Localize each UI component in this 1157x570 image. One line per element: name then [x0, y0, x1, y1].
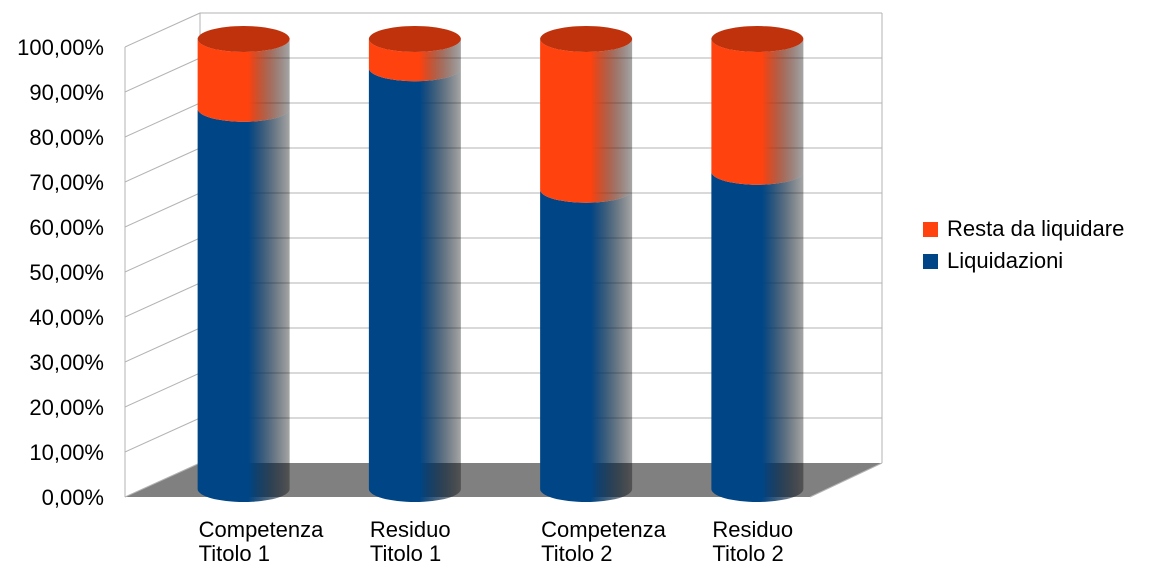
- x-tick-label: Residuo: [370, 517, 451, 542]
- gridline-wall: [124, 192, 201, 228]
- bar-2-liquidazioni: [540, 189, 633, 503]
- bar-cap-2: [540, 26, 633, 52]
- bar-2-resta-da-liquidare: [540, 39, 633, 203]
- gridline-wall: [124, 102, 201, 138]
- gridline-wall: [124, 417, 201, 453]
- bar-1-resta-da-liquidare: [368, 39, 461, 82]
- legend-swatch-resta: [923, 221, 938, 237]
- x-tick-label: Titolo 2: [541, 541, 612, 566]
- gridline-wall: [124, 282, 201, 318]
- y-tick-label: 50,00%: [29, 260, 104, 285]
- bar-cap-1: [368, 26, 461, 52]
- bar-3-resta-da-liquidare: [711, 39, 804, 185]
- gridline-wall: [124, 147, 201, 183]
- y-tick-label: 30,00%: [29, 350, 104, 375]
- gridline-wall: [124, 237, 201, 273]
- y-tick-label: 60,00%: [29, 215, 104, 240]
- x-tick-label: Residuo: [712, 517, 793, 542]
- y-tick-label: 90,00%: [29, 80, 104, 105]
- y-tick-label: 40,00%: [29, 305, 104, 330]
- bars-layer: [197, 26, 804, 503]
- bar-cap-0: [197, 26, 290, 52]
- x-tick-label: Titolo 1: [199, 541, 270, 566]
- gridline-wall: [124, 12, 201, 48]
- y-tick-label: 0,00%: [42, 485, 104, 510]
- chart-floor: [125, 463, 882, 497]
- bar-1-liquidazioni: [368, 68, 461, 503]
- floor-right-edge: [809, 462, 883, 498]
- gridline-wall: [124, 327, 201, 363]
- y-tick-label: 80,00%: [29, 125, 104, 150]
- gridline-wall: [124, 57, 201, 93]
- y-tick-label: 20,00%: [29, 395, 104, 420]
- legend-item-resta: Resta da liquidare: [923, 213, 1124, 245]
- legend-swatch-liquidazioni: [923, 253, 938, 269]
- bar-0-resta-da-liquidare: [197, 39, 290, 122]
- legend: Resta da liquidare Liquidazioni: [923, 213, 1124, 277]
- bar-0-liquidazioni: [197, 108, 290, 503]
- y-tick-label: 10,00%: [29, 440, 104, 465]
- x-tick-label: Titolo 1: [370, 541, 441, 566]
- bar-3-liquidazioni: [711, 171, 804, 503]
- y-tick-label: 70,00%: [29, 170, 104, 195]
- legend-label-liquidazioni: Liquidazioni: [947, 248, 1064, 273]
- x-tick-label: Competenza: [541, 517, 667, 542]
- x-tick-label: Titolo 2: [712, 541, 783, 566]
- legend-item-liquidazioni: Liquidazioni: [923, 245, 1124, 277]
- x-tick-label: Competenza: [199, 517, 325, 542]
- gridline-wall: [124, 462, 201, 498]
- labels-layer: 0,00% 10,00% 20,00% 30,00% 40,00% 50,00% 60,00…: [17, 35, 793, 566]
- bar-cap-3: [711, 26, 804, 52]
- gridline-wall: [124, 372, 201, 408]
- legend-label-resta: Resta da liquidare: [947, 216, 1125, 241]
- y-tick-label: 100,00%: [17, 35, 104, 60]
